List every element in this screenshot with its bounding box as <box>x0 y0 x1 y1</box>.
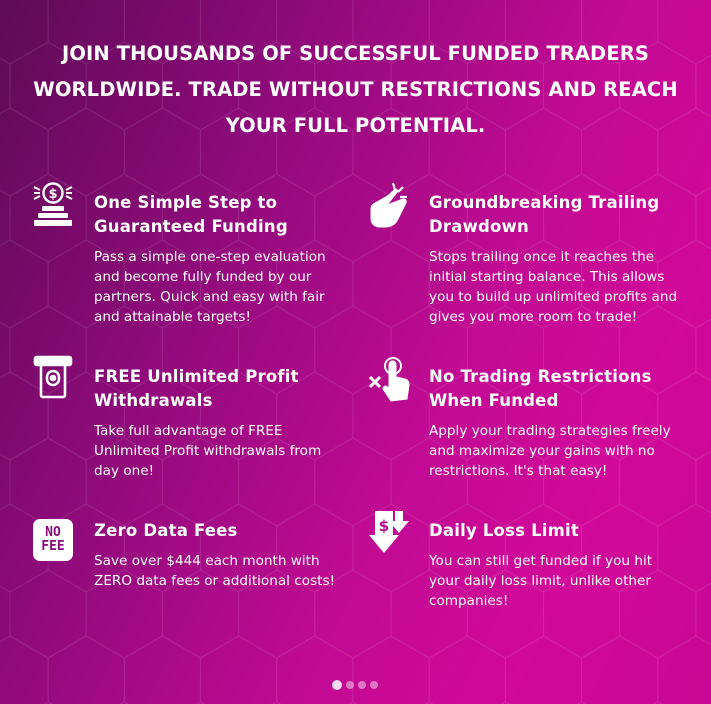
headline: JOIN THOUSANDS OF SUCCESSFUL FUNDED TRAD… <box>0 36 711 144</box>
feature-title: No Trading Restrictions <box>429 367 652 386</box>
svg-text:$: $ <box>48 187 57 202</box>
description-line: Pass a simple one-step evaluation <box>94 249 326 265</box>
description-line: Take full advantage of FREE <box>94 423 283 439</box>
feature-description: Save over $444 each month with ZERO data… <box>94 551 374 591</box>
description-line: Apply your trading strategies freely <box>429 423 671 439</box>
feature-zero-data-fees: NO FEE Zero Data Fees Save over $444 eac… <box>33 519 374 591</box>
description-line: Save over $444 each month with <box>94 553 320 569</box>
no-fee-icon-text: FEE <box>41 539 65 554</box>
description-line: and attainable targets! <box>94 309 251 325</box>
tap-cross-icon <box>368 357 410 402</box>
description-line: and become fully funded by our <box>94 269 312 285</box>
description-line: and maximize your gains with no <box>429 443 655 459</box>
feature-title: Groundbreaking Trailing <box>429 193 660 212</box>
description-line: restrictions. It's that easy! <box>429 463 608 479</box>
feature-profit-withdrawals: FREE Unlimited Profit Withdrawals Take f… <box>33 355 374 481</box>
feature-description: Apply your trading strategies freely and… <box>429 421 709 481</box>
description-line: initial starting balance. This allows <box>429 269 665 285</box>
description-line: your daily loss limit, unlike other <box>429 573 651 589</box>
description-line: companies! <box>429 593 509 609</box>
carousel-dot-1[interactable] <box>332 680 342 690</box>
description-line: Unlimited Profit withdrawals from <box>94 443 322 459</box>
feature-description: You can still get funded if you hit your… <box>429 551 709 611</box>
description-line: You can still get funded if you hit <box>429 553 653 569</box>
carousel-dot-4[interactable] <box>370 681 378 689</box>
headline-line: YOUR FULL POTENTIAL. <box>225 114 486 137</box>
feature-no-restrictions: No Trading Restrictions When Funded Appl… <box>368 357 709 481</box>
no-fee-icon-text: NO <box>45 525 61 540</box>
carousel-pagination <box>332 680 378 690</box>
feature-title: Drawdown <box>429 217 529 236</box>
feature-description: Pass a simple one-step evaluation and be… <box>94 247 374 327</box>
feature-title: One Simple Step to <box>94 193 278 212</box>
no-fee-icon: NO FEE <box>33 519 73 561</box>
description-line: gives you more room to trade! <box>429 309 638 325</box>
feature-description: Take full advantage of FREE Unlimited Pr… <box>94 421 374 481</box>
money-stack-icon: $ <box>33 182 73 226</box>
svg-text:$: $ <box>379 517 389 535</box>
description-line: Stops trailing once it reaches the <box>429 249 655 265</box>
feature-guaranteed-funding: $ One Simple Step to Guaranteed Funding … <box>33 182 374 327</box>
carousel-dot-2[interactable] <box>346 681 354 689</box>
description-line: partners. Quick and easy with fair <box>94 289 325 305</box>
description-line: you to build up unlimited profits and <box>429 289 678 305</box>
headline-line: WORLDWIDE. TRADE WITHOUT RESTRICTIONS AN… <box>33 78 678 101</box>
feature-title: When Funded <box>429 391 559 410</box>
carousel-dot-3[interactable] <box>358 681 366 689</box>
hand-pointer-icon <box>370 182 407 228</box>
feature-title: Guaranteed Funding <box>94 217 288 236</box>
feature-daily-loss-limit: $ Daily Loss Limit You can still get fun… <box>369 511 709 611</box>
headline-line: JOIN THOUSANDS OF SUCCESSFUL FUNDED TRAD… <box>61 42 650 65</box>
feature-trailing-drawdown: Groundbreaking Trailing Drawdown Stops t… <box>370 182 709 327</box>
feature-title: Zero Data Fees <box>94 521 238 540</box>
feature-title: Withdrawals <box>94 391 213 410</box>
feature-description: Stops trailing once it reaches the initi… <box>429 247 709 327</box>
feature-title: Daily Loss Limit <box>429 521 579 540</box>
description-line: ZERO data fees or additional costs! <box>94 573 336 589</box>
description-line: day one! <box>94 463 155 479</box>
dollar-down-arrow-icon: $ <box>369 511 409 553</box>
feature-title: FREE Unlimited Profit <box>94 367 299 386</box>
cash-withdrawal-icon <box>33 355 73 399</box>
